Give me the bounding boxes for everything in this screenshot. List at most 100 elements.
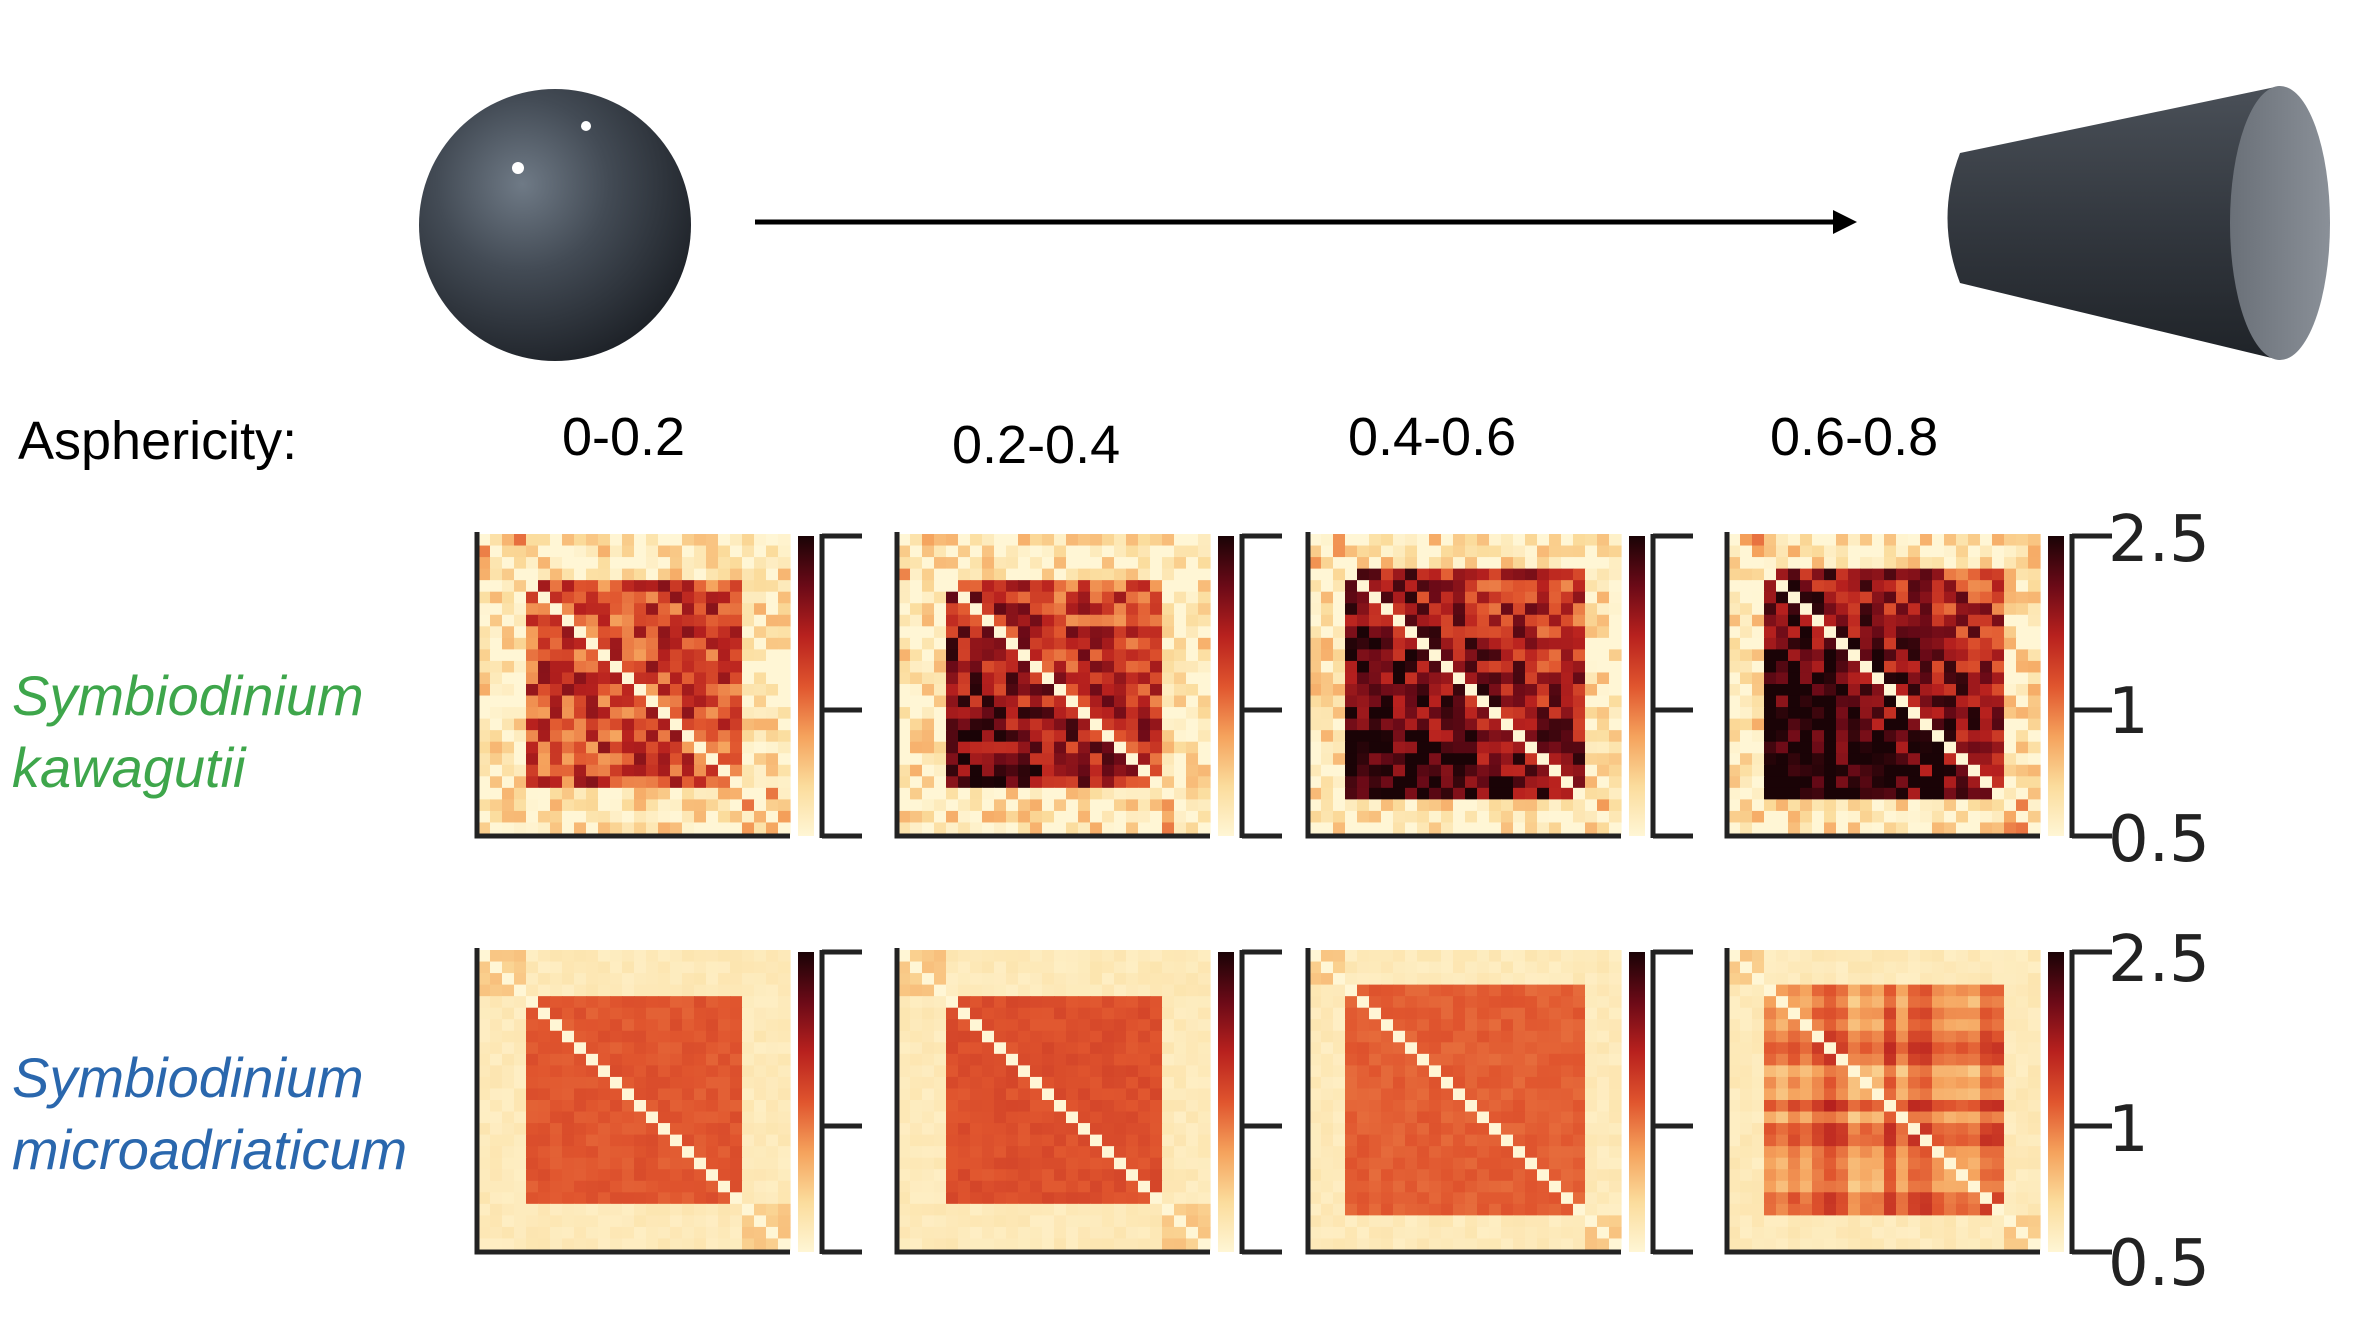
heatmap-cell [1513, 695, 1526, 708]
heatmap-cell [1006, 1065, 1019, 1078]
heatmap-cell [1908, 1030, 1921, 1043]
heatmap-cell [934, 603, 947, 616]
heatmap-cell [1102, 1076, 1115, 1090]
heatmap-cell [526, 557, 539, 570]
heatmap-cell [538, 1053, 551, 1066]
heatmap-cell [1126, 568, 1139, 581]
heatmap-cell [1956, 776, 1969, 789]
heatmap-cell [1417, 1134, 1430, 1147]
heatmap-cell [1150, 649, 1163, 662]
heatmap-cell [1054, 649, 1067, 662]
heatmap-cell [610, 1134, 623, 1147]
heatmap-cell [1345, 730, 1358, 743]
heatmap-cell [1776, 810, 1789, 824]
heatmap-cell [1573, 753, 1586, 766]
heatmap-cell [526, 730, 539, 743]
heatmap-cell [1090, 1123, 1103, 1136]
heatmap-cell [1114, 822, 1127, 835]
heatmap-cell [970, 996, 983, 1009]
heatmap-cell [1393, 1226, 1406, 1240]
heatmap-cell [1162, 776, 1175, 789]
heatmap-cell [634, 603, 647, 616]
heatmap-cell [1429, 718, 1442, 731]
heatmap-cell [646, 950, 659, 963]
heatmap-cell [946, 1238, 959, 1251]
heatmap-cell [1429, 534, 1442, 547]
heatmap-cell [2028, 707, 2041, 720]
heatmap-cell [1776, 534, 1789, 547]
heatmap-cell [550, 996, 563, 1009]
heatmap-cell [1573, 545, 1586, 558]
heatmap-cell [1465, 1238, 1478, 1251]
heatmap-cell [1465, 950, 1478, 963]
heatmap-cell [1150, 799, 1163, 812]
heatmap-cell [730, 1123, 743, 1136]
heatmap-cell [1018, 545, 1031, 558]
heatmap-cell [1381, 1042, 1394, 1055]
heatmap-cell [502, 1238, 515, 1251]
heatmap-cell [1393, 810, 1406, 824]
heatmap-cell [1042, 810, 1055, 824]
heatmap-cell [1333, 822, 1346, 835]
heatmap-cell [1776, 695, 1789, 708]
heatmap-cell [682, 1226, 695, 1240]
heatmap-cell [1585, 649, 1598, 662]
heatmap-cell [1393, 1180, 1406, 1193]
heatmap-cell [562, 1053, 575, 1066]
heatmap-cell [1042, 1007, 1055, 1020]
heatmap-cell [994, 695, 1007, 708]
heatmap-cell [1381, 730, 1394, 743]
heatmap-cell [2016, 764, 2029, 777]
heatmap-cell [1489, 764, 1502, 777]
heatmap-cell [1357, 557, 1370, 570]
heatmap-cell [1369, 614, 1382, 627]
heatmap-cell [1728, 637, 1741, 650]
heatmap-cell [646, 1192, 659, 1205]
heatmap-cell [1956, 580, 1969, 593]
heatmap-cell [682, 1030, 695, 1043]
heatmap-cell [574, 545, 587, 558]
heatmap-cell [574, 996, 587, 1009]
heatmap-cell [598, 1100, 611, 1113]
heatmap-cell [622, 984, 635, 997]
heatmap-cell [502, 1203, 515, 1216]
heatmap-cell [1513, 1123, 1526, 1136]
heatmap-cell [1489, 1169, 1502, 1182]
heatmap-cell [1018, 1192, 1031, 1205]
heatmap-cell [1764, 603, 1777, 616]
heatmap-cell [1525, 580, 1538, 593]
heatmap-cell [1489, 603, 1502, 616]
heatmap-cell [910, 799, 923, 812]
heatmap-cell [1585, 950, 1598, 963]
heatmap-cell [1728, 545, 1741, 558]
heatmap-cell [682, 1076, 695, 1090]
heatmap-cell [1417, 1042, 1430, 1055]
heatmap-cell [1944, 637, 1957, 650]
heatmap-cell [550, 730, 563, 743]
heatmap-cell [694, 603, 707, 616]
heatmap-cell [1824, 637, 1837, 650]
heatmap-cell [634, 764, 647, 777]
heatmap-cell [1114, 1030, 1127, 1043]
heatmap-cell [1549, 787, 1562, 800]
heatmap-cell [958, 672, 971, 685]
heatmap-cell [1078, 1019, 1091, 1032]
heatmap-cell [1369, 961, 1382, 974]
heatmap-cell [1030, 614, 1043, 627]
heatmap-cell [538, 961, 551, 974]
heatmap-cell [502, 822, 515, 835]
heatmap-cell [1860, 776, 1873, 789]
heatmap-cell [1824, 764, 1837, 777]
heatmap-cell [538, 753, 551, 766]
heatmap-cell [742, 764, 755, 777]
heatmap-cell [538, 1076, 551, 1090]
heatmap-cell [478, 626, 491, 639]
heatmap-cell [1752, 822, 1765, 835]
heatmap-cell [1405, 810, 1418, 824]
heatmap-cell [1006, 1123, 1019, 1136]
heatmap-cell [1066, 961, 1079, 974]
heatmap-cell [538, 649, 551, 662]
heatmap-cell [1018, 1100, 1031, 1113]
heatmap-cell [1174, 1030, 1187, 1043]
heatmap-cell [1800, 626, 1813, 639]
